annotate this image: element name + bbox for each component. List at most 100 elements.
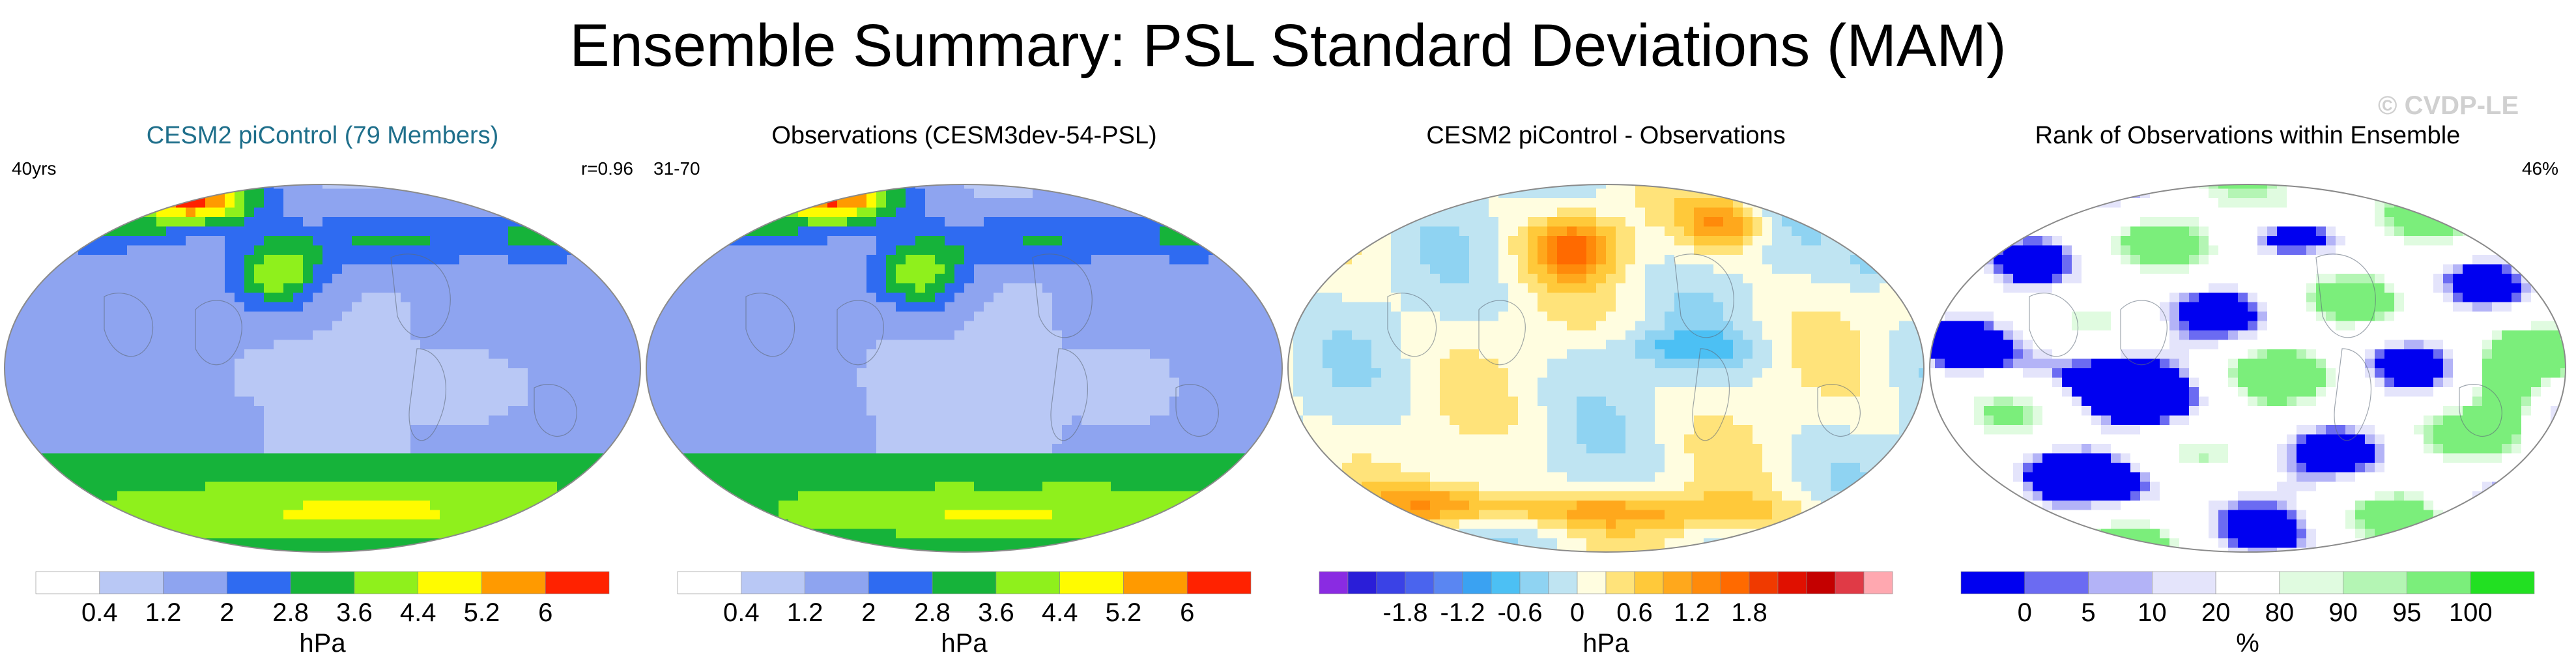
map-cell xyxy=(1209,444,1219,454)
map-cell xyxy=(10,472,20,482)
map-cell xyxy=(401,415,411,426)
panel-left-label: 40yrs xyxy=(12,158,57,179)
map-cell xyxy=(779,444,789,454)
map-cell xyxy=(661,226,672,237)
map-cell xyxy=(479,330,489,341)
map-cell xyxy=(107,198,118,209)
map-cell xyxy=(984,349,994,360)
map-cell xyxy=(215,501,225,511)
map-cell xyxy=(837,472,848,482)
map-cell xyxy=(459,406,470,416)
map-cell xyxy=(925,226,936,237)
map-cell xyxy=(616,245,626,255)
map-cell xyxy=(537,330,548,341)
map-cell xyxy=(508,482,519,492)
map-cell xyxy=(769,463,779,473)
map-cell xyxy=(410,425,421,435)
map-cell xyxy=(450,264,460,274)
map-cell xyxy=(847,368,857,379)
map-cell xyxy=(1023,274,1033,284)
map-cell xyxy=(915,453,926,463)
map-cell xyxy=(720,217,730,227)
map-cell xyxy=(661,377,672,388)
map-cell xyxy=(283,340,294,350)
map-cell xyxy=(847,283,857,293)
map-cell xyxy=(88,274,98,284)
map-cell xyxy=(1267,207,1278,218)
map-cell xyxy=(818,188,828,199)
map-cell xyxy=(1277,349,1282,360)
map-cell xyxy=(994,472,1004,482)
map-cell xyxy=(935,501,945,511)
map-cell xyxy=(1130,491,1141,501)
map-cell xyxy=(303,425,313,435)
map-cell xyxy=(984,340,994,350)
map-cell xyxy=(88,444,98,454)
map-cell xyxy=(479,340,489,350)
map-cell xyxy=(1189,283,1199,293)
map-cell xyxy=(225,396,235,407)
map-cell xyxy=(1248,264,1258,274)
map-cell xyxy=(88,321,98,331)
map-cell xyxy=(1003,188,1014,199)
map-cell xyxy=(798,188,809,199)
map-cell xyxy=(186,312,196,322)
map-cell xyxy=(577,538,587,549)
map-cell xyxy=(1238,453,1248,463)
map-cell xyxy=(137,538,147,549)
map-cell xyxy=(410,264,421,274)
map-cell xyxy=(147,293,157,303)
map-cell xyxy=(769,255,779,265)
map-cell xyxy=(283,264,294,274)
map-cell xyxy=(49,482,59,492)
map-cell xyxy=(381,472,392,482)
map-cell xyxy=(508,425,519,435)
map-cell xyxy=(935,188,945,199)
map-cell xyxy=(537,538,548,549)
map-cell xyxy=(896,302,906,312)
map-cell xyxy=(205,236,216,246)
map-cell xyxy=(98,529,108,539)
map-cell xyxy=(1140,444,1151,454)
map-cell xyxy=(730,340,740,350)
map-cell xyxy=(332,453,343,463)
map-cell xyxy=(935,368,945,379)
map-cell xyxy=(847,245,857,255)
map-cell xyxy=(489,283,499,293)
map-cell xyxy=(857,472,867,482)
map-cell xyxy=(646,302,652,312)
map-cell xyxy=(176,321,186,331)
map-cell xyxy=(225,264,235,274)
map-cell xyxy=(264,283,274,293)
map-cell xyxy=(410,245,421,255)
map-cell xyxy=(1042,330,1053,341)
map-cell xyxy=(537,547,548,552)
map-cell xyxy=(117,321,128,331)
map-cell xyxy=(49,188,59,199)
map-cell xyxy=(195,226,206,237)
map-cell xyxy=(915,226,926,237)
map-cell xyxy=(1209,491,1219,501)
map-cell xyxy=(1257,491,1268,501)
map-cell xyxy=(646,188,652,199)
map-cell xyxy=(1101,245,1111,255)
map-cell xyxy=(567,217,577,227)
map-cell xyxy=(759,415,769,426)
map-cell xyxy=(759,425,769,435)
map-cell xyxy=(147,340,157,350)
map-cell xyxy=(1179,207,1190,218)
colorbar-swatch xyxy=(227,571,291,594)
map-cell xyxy=(440,217,450,227)
map-cell xyxy=(156,330,167,341)
map-cell xyxy=(274,188,284,199)
map-cell xyxy=(1140,302,1151,312)
map-cell xyxy=(5,255,10,265)
map-cell xyxy=(29,184,40,190)
map-cell xyxy=(186,538,196,549)
map-cell xyxy=(994,425,1004,435)
map-cell xyxy=(596,482,607,492)
map-cell xyxy=(876,425,887,435)
map-cell xyxy=(935,198,945,209)
map-cell xyxy=(107,472,118,482)
map-cell xyxy=(20,245,30,255)
